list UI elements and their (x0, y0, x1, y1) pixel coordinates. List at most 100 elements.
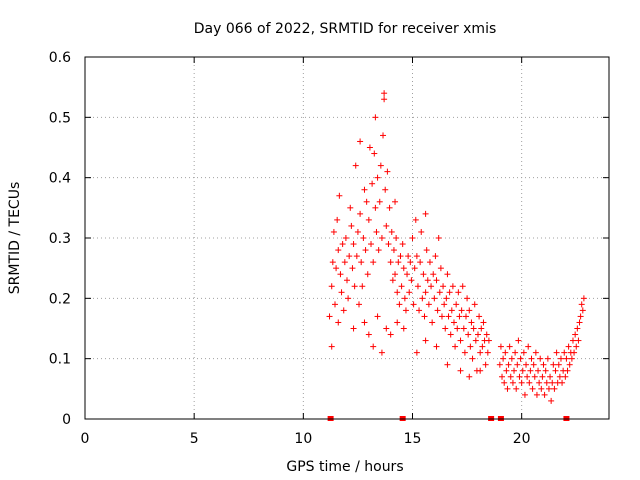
y-tick-label: 0.5 (49, 110, 71, 126)
data-point (420, 271, 427, 278)
data-point (375, 247, 382, 254)
data-point (428, 283, 435, 290)
data-point (501, 379, 508, 386)
data-point (505, 361, 512, 368)
data-point (572, 331, 579, 338)
data-point (559, 379, 566, 386)
data-point (566, 361, 573, 368)
data-point (414, 283, 421, 290)
data-point (508, 355, 515, 362)
data-point (551, 385, 558, 392)
data-point (461, 349, 468, 356)
data-point (335, 319, 342, 326)
data-point (503, 367, 510, 374)
data-point (575, 337, 582, 344)
data-point (326, 313, 333, 320)
data-point (381, 90, 388, 97)
data-points (326, 90, 587, 421)
data-point (441, 301, 448, 308)
data-point (359, 283, 366, 290)
data-point (527, 367, 534, 374)
data-point (469, 355, 476, 362)
plot-frame (84, 56, 610, 420)
data-point (440, 283, 447, 290)
data-point (385, 241, 392, 248)
y-tick-label: 0.1 (49, 352, 71, 368)
data-point (371, 150, 378, 157)
data-point (376, 198, 383, 205)
data-point (329, 259, 336, 266)
data-point (356, 301, 363, 308)
data-point (526, 379, 533, 386)
data-point (352, 162, 359, 169)
data-point (577, 313, 584, 320)
data-point (458, 307, 465, 314)
data-point (426, 259, 433, 266)
data-point (372, 204, 379, 211)
data-point (434, 307, 441, 314)
data-point (535, 367, 542, 374)
data-point (569, 337, 576, 344)
data-point (437, 265, 444, 272)
data-point (453, 301, 460, 308)
axes: 0 0.1 0.2 0.3 0.4 0.5 0.6 0 5 10 15 20 (49, 50, 610, 447)
data-point (553, 349, 560, 356)
data-point (568, 355, 575, 362)
data-point (525, 343, 532, 350)
data-point (405, 253, 412, 260)
data-point (400, 265, 407, 272)
data-point (342, 235, 349, 241)
data-point (435, 235, 442, 241)
data-point (346, 253, 353, 260)
data-point (380, 132, 387, 139)
data-point (361, 319, 368, 326)
data-point (576, 319, 583, 326)
data-point (538, 385, 545, 392)
x-tick-label: 5 (190, 431, 199, 447)
data-point (410, 301, 417, 308)
data-point (459, 283, 466, 290)
data-point (471, 301, 478, 308)
data-point (557, 355, 564, 362)
y-tick-label: 0.3 (49, 231, 71, 247)
data-point (545, 385, 552, 392)
y-tick-label: 0 (62, 412, 71, 428)
y-tick-label: 0.4 (49, 171, 71, 187)
data-point (373, 228, 380, 235)
data-point (366, 144, 373, 151)
data-point (361, 186, 368, 193)
data-point (370, 259, 377, 266)
data-point (430, 271, 437, 278)
data-point (348, 222, 355, 229)
data-point (509, 379, 516, 386)
data-point (347, 204, 354, 211)
data-point (507, 373, 514, 380)
data-point (452, 343, 459, 350)
data-point (542, 367, 549, 374)
y-tick-label: 0.6 (49, 50, 71, 66)
data-point (411, 265, 418, 272)
data-point (416, 307, 423, 314)
data-point (433, 343, 440, 350)
data-point (421, 313, 428, 320)
data-point (331, 301, 338, 308)
data-point (422, 337, 429, 344)
data-point (540, 361, 547, 368)
data-point (515, 337, 522, 344)
data-point (370, 343, 377, 350)
data-point (395, 259, 402, 266)
data-point (412, 216, 419, 223)
data-point (579, 307, 586, 314)
data-point (496, 361, 503, 368)
data-point (571, 349, 578, 356)
data-point (539, 373, 546, 380)
data-point (519, 367, 526, 374)
data-point (429, 319, 436, 326)
data-point (502, 349, 509, 356)
data-point (388, 228, 395, 235)
data-point (384, 168, 391, 175)
data-point (506, 343, 513, 350)
data-point (413, 349, 420, 356)
data-point (393, 235, 400, 241)
data-point (537, 355, 544, 362)
